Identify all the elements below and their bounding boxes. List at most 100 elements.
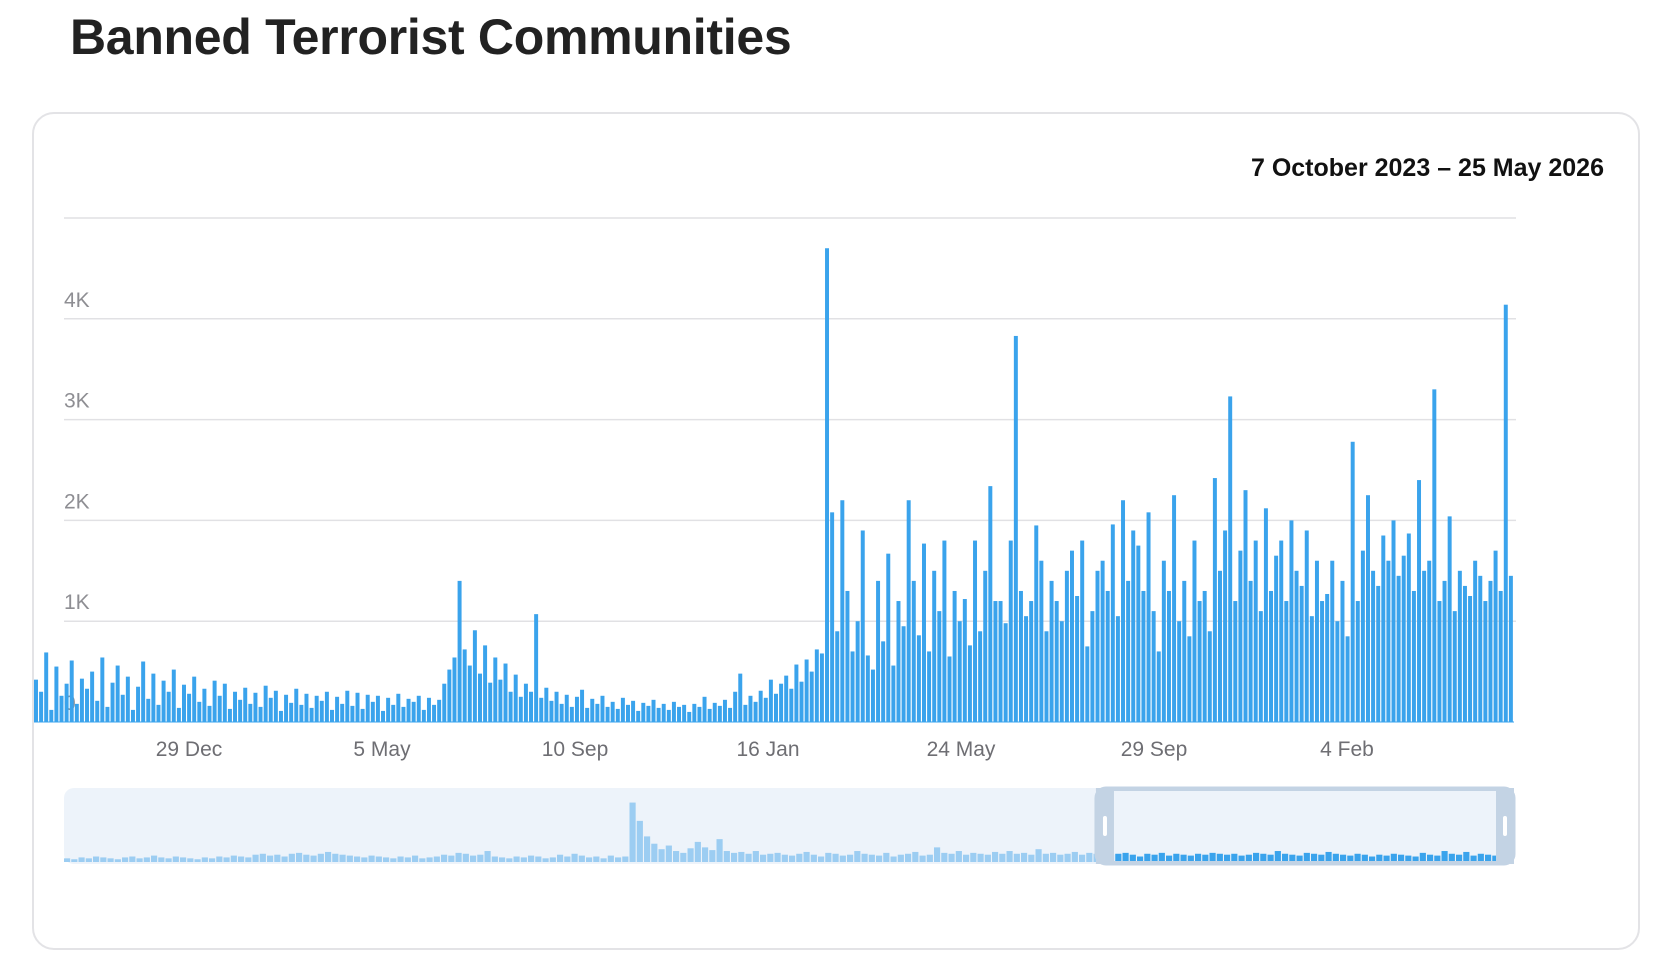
bar [1172,495,1177,722]
navigator-bar [1318,854,1325,862]
bar [1355,601,1360,722]
navigator-bar [883,852,890,862]
bar [426,697,431,722]
navigator-bar [738,851,745,862]
bar [360,708,365,722]
bar [728,707,733,722]
bar [1008,540,1013,722]
bar [1024,616,1029,722]
bar [472,630,477,722]
bar [585,707,590,722]
navigator-bar [1166,855,1173,862]
bar [1340,580,1345,722]
bar [580,689,585,722]
bar [1371,570,1376,722]
navigator-bar [723,851,730,862]
bar [1156,651,1161,722]
navigator-bar [346,855,353,862]
navigator-bar [1071,851,1078,862]
navigator-bar [499,857,506,862]
bar [774,693,778,722]
bar [631,700,636,722]
navigator-bar [1209,852,1216,862]
bar [1284,601,1289,722]
bar [1182,580,1187,722]
bar [1468,596,1473,722]
bar [1258,611,1263,722]
navigator-bar [1347,855,1354,862]
navigator[interactable] [64,786,1516,866]
navigator-bar [433,856,440,862]
bar [1218,570,1222,722]
bar [626,704,630,722]
bar [488,682,493,722]
navigator-bar [1369,856,1376,862]
navigator-bar [491,856,498,862]
bar [1274,555,1279,722]
bar [733,691,738,722]
navigator-bar [868,854,875,862]
bar [1411,590,1416,722]
navigator-bar [325,851,332,862]
navigator-bar [897,854,904,862]
navigator-bar [361,857,368,862]
bar [309,707,314,722]
navigator-bar [1376,854,1383,862]
bar [779,683,784,722]
navigator-bar [1303,852,1310,862]
bar [447,669,452,722]
navigator-bar [209,858,216,862]
navigator-bar [687,848,694,862]
bar [1473,560,1478,722]
bar [222,683,227,722]
bar [1075,596,1080,722]
navigator-bar [1412,856,1419,862]
bar [340,703,345,722]
bar [1452,611,1457,722]
bar [927,651,932,722]
bar [391,704,396,722]
navigator-bar [658,849,665,862]
navigator-bar [223,857,230,862]
navigator-bar [1332,853,1339,862]
navigator-bar [1405,855,1412,862]
navigator-bar [216,856,223,862]
navigator-bar [172,856,179,862]
bar [952,590,957,722]
navigator-track[interactable] [64,788,1514,864]
navigator-bar [136,858,143,862]
bar [600,695,605,722]
bar [421,709,426,722]
bar [860,530,865,722]
bar [1100,560,1105,722]
bar [176,707,181,722]
bar [146,698,151,722]
bar-series [34,248,1514,723]
bar [258,706,263,722]
navigator-window-bottom [1095,861,1514,864]
navigator-bar [1485,854,1492,862]
navigator-bar [977,853,984,862]
navigator-bar [397,856,404,862]
bar [54,666,59,722]
navigator-bar [1361,854,1368,862]
bar [988,486,993,722]
bar [401,706,406,722]
bar [845,590,850,722]
bar [830,512,835,722]
bar [564,694,569,722]
y-tick-label: 4K [64,289,90,312]
bar [1054,601,1059,722]
bar [508,691,513,722]
bar [1059,621,1064,722]
bar [916,635,921,722]
bar [1269,590,1274,722]
bar [151,673,156,722]
bar [1233,601,1238,722]
bar [1248,580,1253,722]
bar [1325,593,1330,722]
bar [1493,550,1498,722]
bar [1110,524,1115,722]
navigator-bar [847,854,854,862]
